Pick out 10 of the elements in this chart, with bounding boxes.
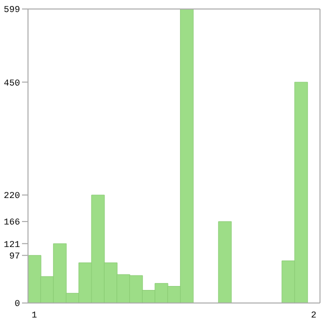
y-tick-label: 121 <box>4 240 20 250</box>
x-tick-label: 2 <box>310 310 316 320</box>
y-tick-label: 599 <box>4 5 20 16</box>
y-tick-label: 220 <box>4 191 20 202</box>
y-tick-label: 0 <box>14 299 20 310</box>
y-tick-label: 97 <box>9 252 20 262</box>
bar <box>218 221 232 303</box>
y-tick-label: 450 <box>4 78 20 88</box>
x-tick-label: 1 <box>32 310 38 320</box>
y-tick-label: 166 <box>4 218 20 228</box>
